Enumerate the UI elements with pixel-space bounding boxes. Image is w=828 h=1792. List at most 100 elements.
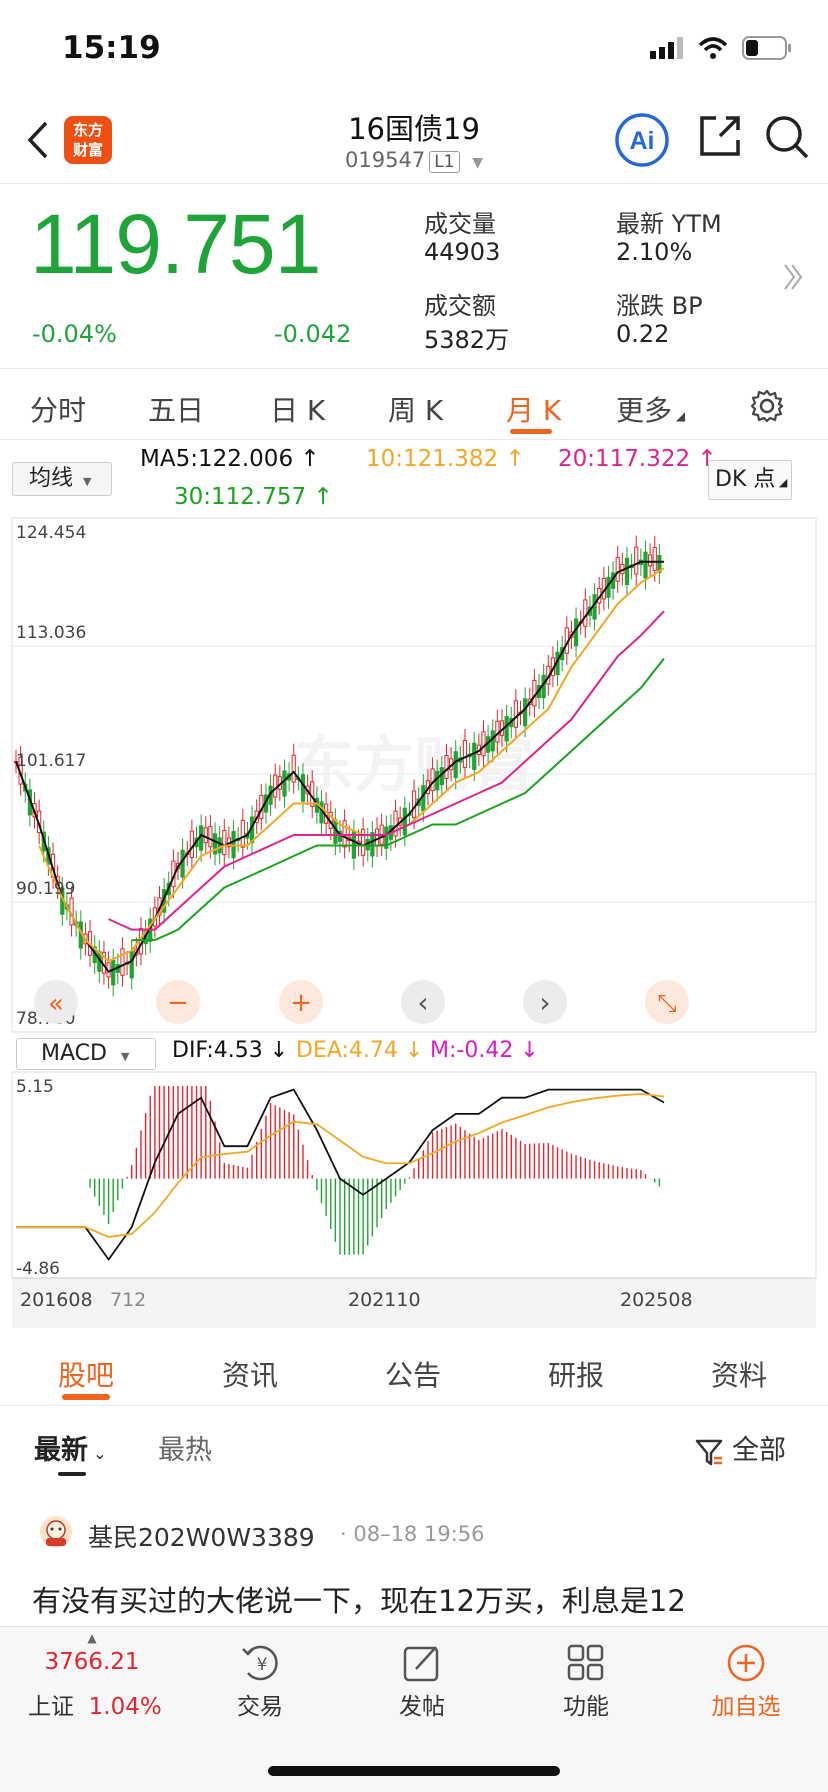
- candle-body: [573, 618, 579, 647]
- filter-all[interactable]: 全部: [694, 1428, 786, 1467]
- tab-monthly-k[interactable]: 月 K: [506, 394, 562, 427]
- index-info[interactable]: 上证 1.04%: [28, 1694, 162, 1720]
- bp-value: 0.22: [616, 320, 670, 348]
- macd-tick-label: 5.15: [16, 1077, 54, 1097]
- ma5-value: MA5:122.006 ↑: [140, 446, 320, 472]
- up-arrow-icon: ▲: [87, 1631, 97, 1645]
- candle-body: [180, 849, 185, 878]
- candle-body: [370, 832, 375, 857]
- post-text[interactable]: 有没有买过的大佬说一下，现在12万买，利息是12: [32, 1584, 686, 1618]
- sort-hot[interactable]: 最热: [158, 1435, 212, 1466]
- trade-button[interactable]: 交易: [237, 1694, 283, 1720]
- settings-gear-icon[interactable]: [750, 389, 784, 423]
- tab-intraday[interactable]: 分时: [30, 394, 87, 427]
- candle-body: [523, 698, 528, 727]
- page-title: 16国债19: [348, 112, 480, 146]
- volume-label: 成交量: [424, 210, 496, 238]
- tab-research[interactable]: 研报: [548, 1359, 605, 1392]
- last-price: 119.751: [30, 197, 321, 291]
- svg-text:¥: ¥: [257, 1655, 268, 1675]
- function-button[interactable]: 功能: [563, 1694, 609, 1720]
- time-axis-band: [12, 1278, 816, 1328]
- tab-weekly-k[interactable]: 周 K: [388, 394, 444, 427]
- svg-text:›: ›: [539, 986, 550, 1019]
- candle-body: [462, 739, 468, 768]
- filter-icon: [695, 1439, 723, 1465]
- change-percent: -0.04%: [32, 320, 117, 348]
- tab-profile[interactable]: 资料: [711, 1359, 768, 1392]
- tab-guba[interactable]: 股吧: [58, 1359, 115, 1392]
- chevron-down-icon: ▼: [472, 155, 483, 171]
- jump-start-button: [34, 980, 78, 1024]
- fullscreen-button: [645, 980, 689, 1024]
- candle-body: [472, 742, 477, 770]
- amount-value: 5382万: [424, 326, 510, 354]
- trade-yen-icon: ¥: [242, 1645, 278, 1681]
- candle-body: [129, 950, 134, 979]
- candle-body: [495, 720, 500, 743]
- user-avatar[interactable]: [38, 1514, 74, 1550]
- candle-body: [411, 790, 417, 819]
- time-tick-label: 202508: [620, 1289, 693, 1311]
- macd-lines: [16, 1088, 665, 1262]
- double-chevron-right-icon[interactable]: [782, 262, 804, 292]
- tab-five-day[interactable]: 五日: [148, 394, 205, 427]
- candle-body: [583, 599, 588, 627]
- index-value[interactable]: 3766.21: [44, 1649, 140, 1675]
- kline-chart[interactable]: 东方财富 124.454 113.036 101.617 90.199 78.7…: [0, 516, 828, 1336]
- candle-body: [120, 948, 125, 976]
- add-watchlist-button[interactable]: 加自选: [711, 1694, 781, 1720]
- tab-daily-k[interactable]: 日 K: [270, 394, 326, 427]
- ma-line-10: [38, 567, 665, 963]
- macd-selector[interactable]: MACD ▼: [16, 1038, 156, 1070]
- tab-more[interactable]: 更多 ◢: [616, 394, 686, 427]
- svg-text:+: +: [290, 988, 312, 1018]
- share-icon[interactable]: [698, 114, 742, 158]
- dif-line: [16, 1088, 665, 1262]
- scroll-left-button: [401, 980, 445, 1024]
- svg-text:⤡: ⤡: [657, 989, 676, 1017]
- dk-point-button[interactable]: DK 点 ◢: [708, 460, 792, 500]
- period-tabs: 分时 五日 日 K 周 K 月 K 更多 ◢: [0, 368, 828, 440]
- candle-body: [374, 828, 380, 846]
- signal-icon: [650, 37, 683, 59]
- search-icon[interactable]: [764, 114, 810, 160]
- candle-body: [189, 830, 194, 859]
- macd-histogram: [89, 1086, 661, 1255]
- volume-value: 44903: [424, 238, 501, 266]
- security-code[interactable]: 019547 L1 ▼: [345, 148, 483, 173]
- candle-body: [203, 827, 208, 844]
- sort-indicator: [58, 1472, 86, 1476]
- add-circle-icon: [727, 1644, 765, 1682]
- ma-line-20: [108, 610, 665, 931]
- candle-body: [402, 807, 407, 836]
- candle-body: [217, 837, 222, 854]
- price-tick-label: 101.617: [16, 751, 86, 771]
- bottom-toolbar: ▲ 3766.21 上证 1.04% ¥ 交易 发帖 功能 加自选: [0, 1626, 828, 1792]
- time-tick-label: 201608: [20, 1289, 93, 1311]
- time-tick-label: 712: [110, 1289, 146, 1311]
- ma-selector[interactable]: 均线 ▼: [12, 462, 112, 496]
- back-icon[interactable]: [26, 120, 50, 160]
- ma10-value: 10:121.382 ↑: [366, 446, 525, 472]
- tab-announcements[interactable]: 公告: [385, 1359, 442, 1392]
- post-username[interactable]: 基民202W0W3389: [88, 1523, 315, 1552]
- candle-body: [240, 819, 245, 848]
- candle-body: [652, 546, 657, 571]
- bp-label: 涨跌 BP: [616, 292, 703, 320]
- ma-line-30: [131, 657, 665, 942]
- section-tabs: 股吧 资讯 公告 研报 资料: [0, 1336, 828, 1406]
- ai-icon[interactable]: Ai: [614, 112, 670, 168]
- tab-news[interactable]: 资讯: [222, 1359, 279, 1392]
- svg-text:−: −: [167, 988, 189, 1018]
- level-badge: L1: [429, 151, 460, 173]
- post-button[interactable]: 发帖: [399, 1694, 445, 1720]
- candle-body: [504, 716, 509, 742]
- price-tick-label: 124.454: [16, 523, 86, 543]
- candle-body: [291, 754, 296, 783]
- battery-icon: [742, 36, 791, 60]
- zoom-in-button: [279, 980, 323, 1024]
- sort-latest[interactable]: 最新 ⌄: [34, 1435, 107, 1466]
- candle-body: [490, 730, 495, 752]
- ma-lines: [15, 560, 665, 973]
